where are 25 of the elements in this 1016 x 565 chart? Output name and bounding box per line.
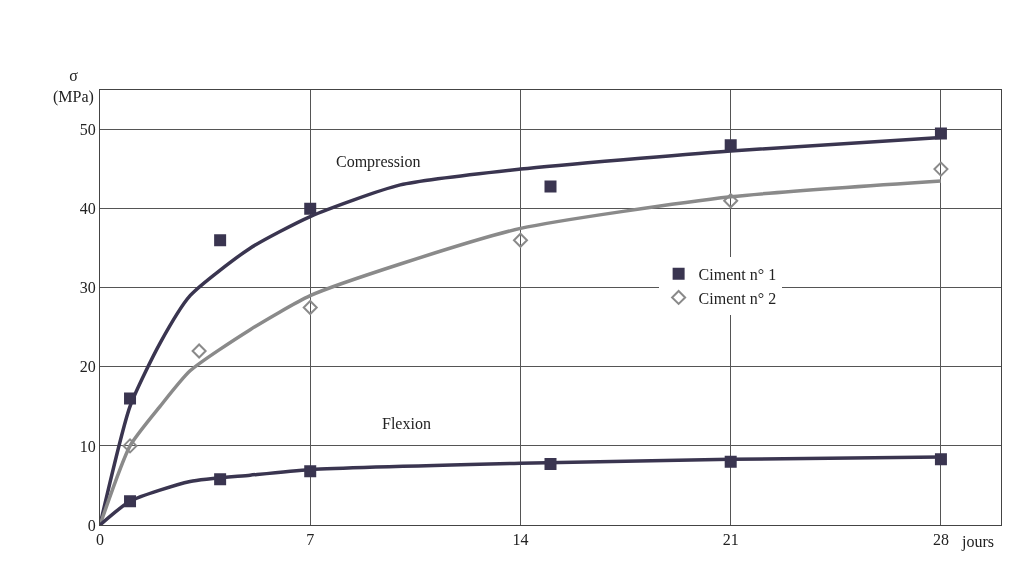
annotation: Flexion — [382, 415, 431, 432]
x-tick-label: 28 — [932, 531, 949, 549]
y-tick-label: 20 — [79, 358, 96, 376]
x-tick-label: 7 — [306, 531, 315, 549]
legend-label: Ciment n° 2 — [698, 289, 777, 307]
point — [512, 232, 528, 248]
y-tick-label: 50 — [79, 121, 96, 139]
point — [723, 193, 739, 209]
y-axis-title: σ (MPa) — [53, 67, 94, 106]
y-tick-label: 30 — [79, 279, 96, 297]
y-tick-label: 40 — [79, 200, 96, 218]
legend-label: Ciment n° 1 — [698, 265, 777, 283]
point — [302, 300, 318, 315]
y-tick-label: 0 — [87, 516, 96, 534]
point — [214, 234, 227, 247]
point — [933, 161, 949, 177]
point — [122, 438, 138, 454]
point — [304, 202, 317, 215]
x-tick-label: 21 — [722, 531, 739, 549]
y-tick-label: 10 — [79, 437, 96, 455]
x-tick-label: 14 — [512, 531, 529, 549]
point — [191, 343, 207, 359]
annotation: Compression — [336, 153, 421, 171]
point — [544, 180, 557, 193]
x-axis-title: jours — [961, 533, 994, 551]
